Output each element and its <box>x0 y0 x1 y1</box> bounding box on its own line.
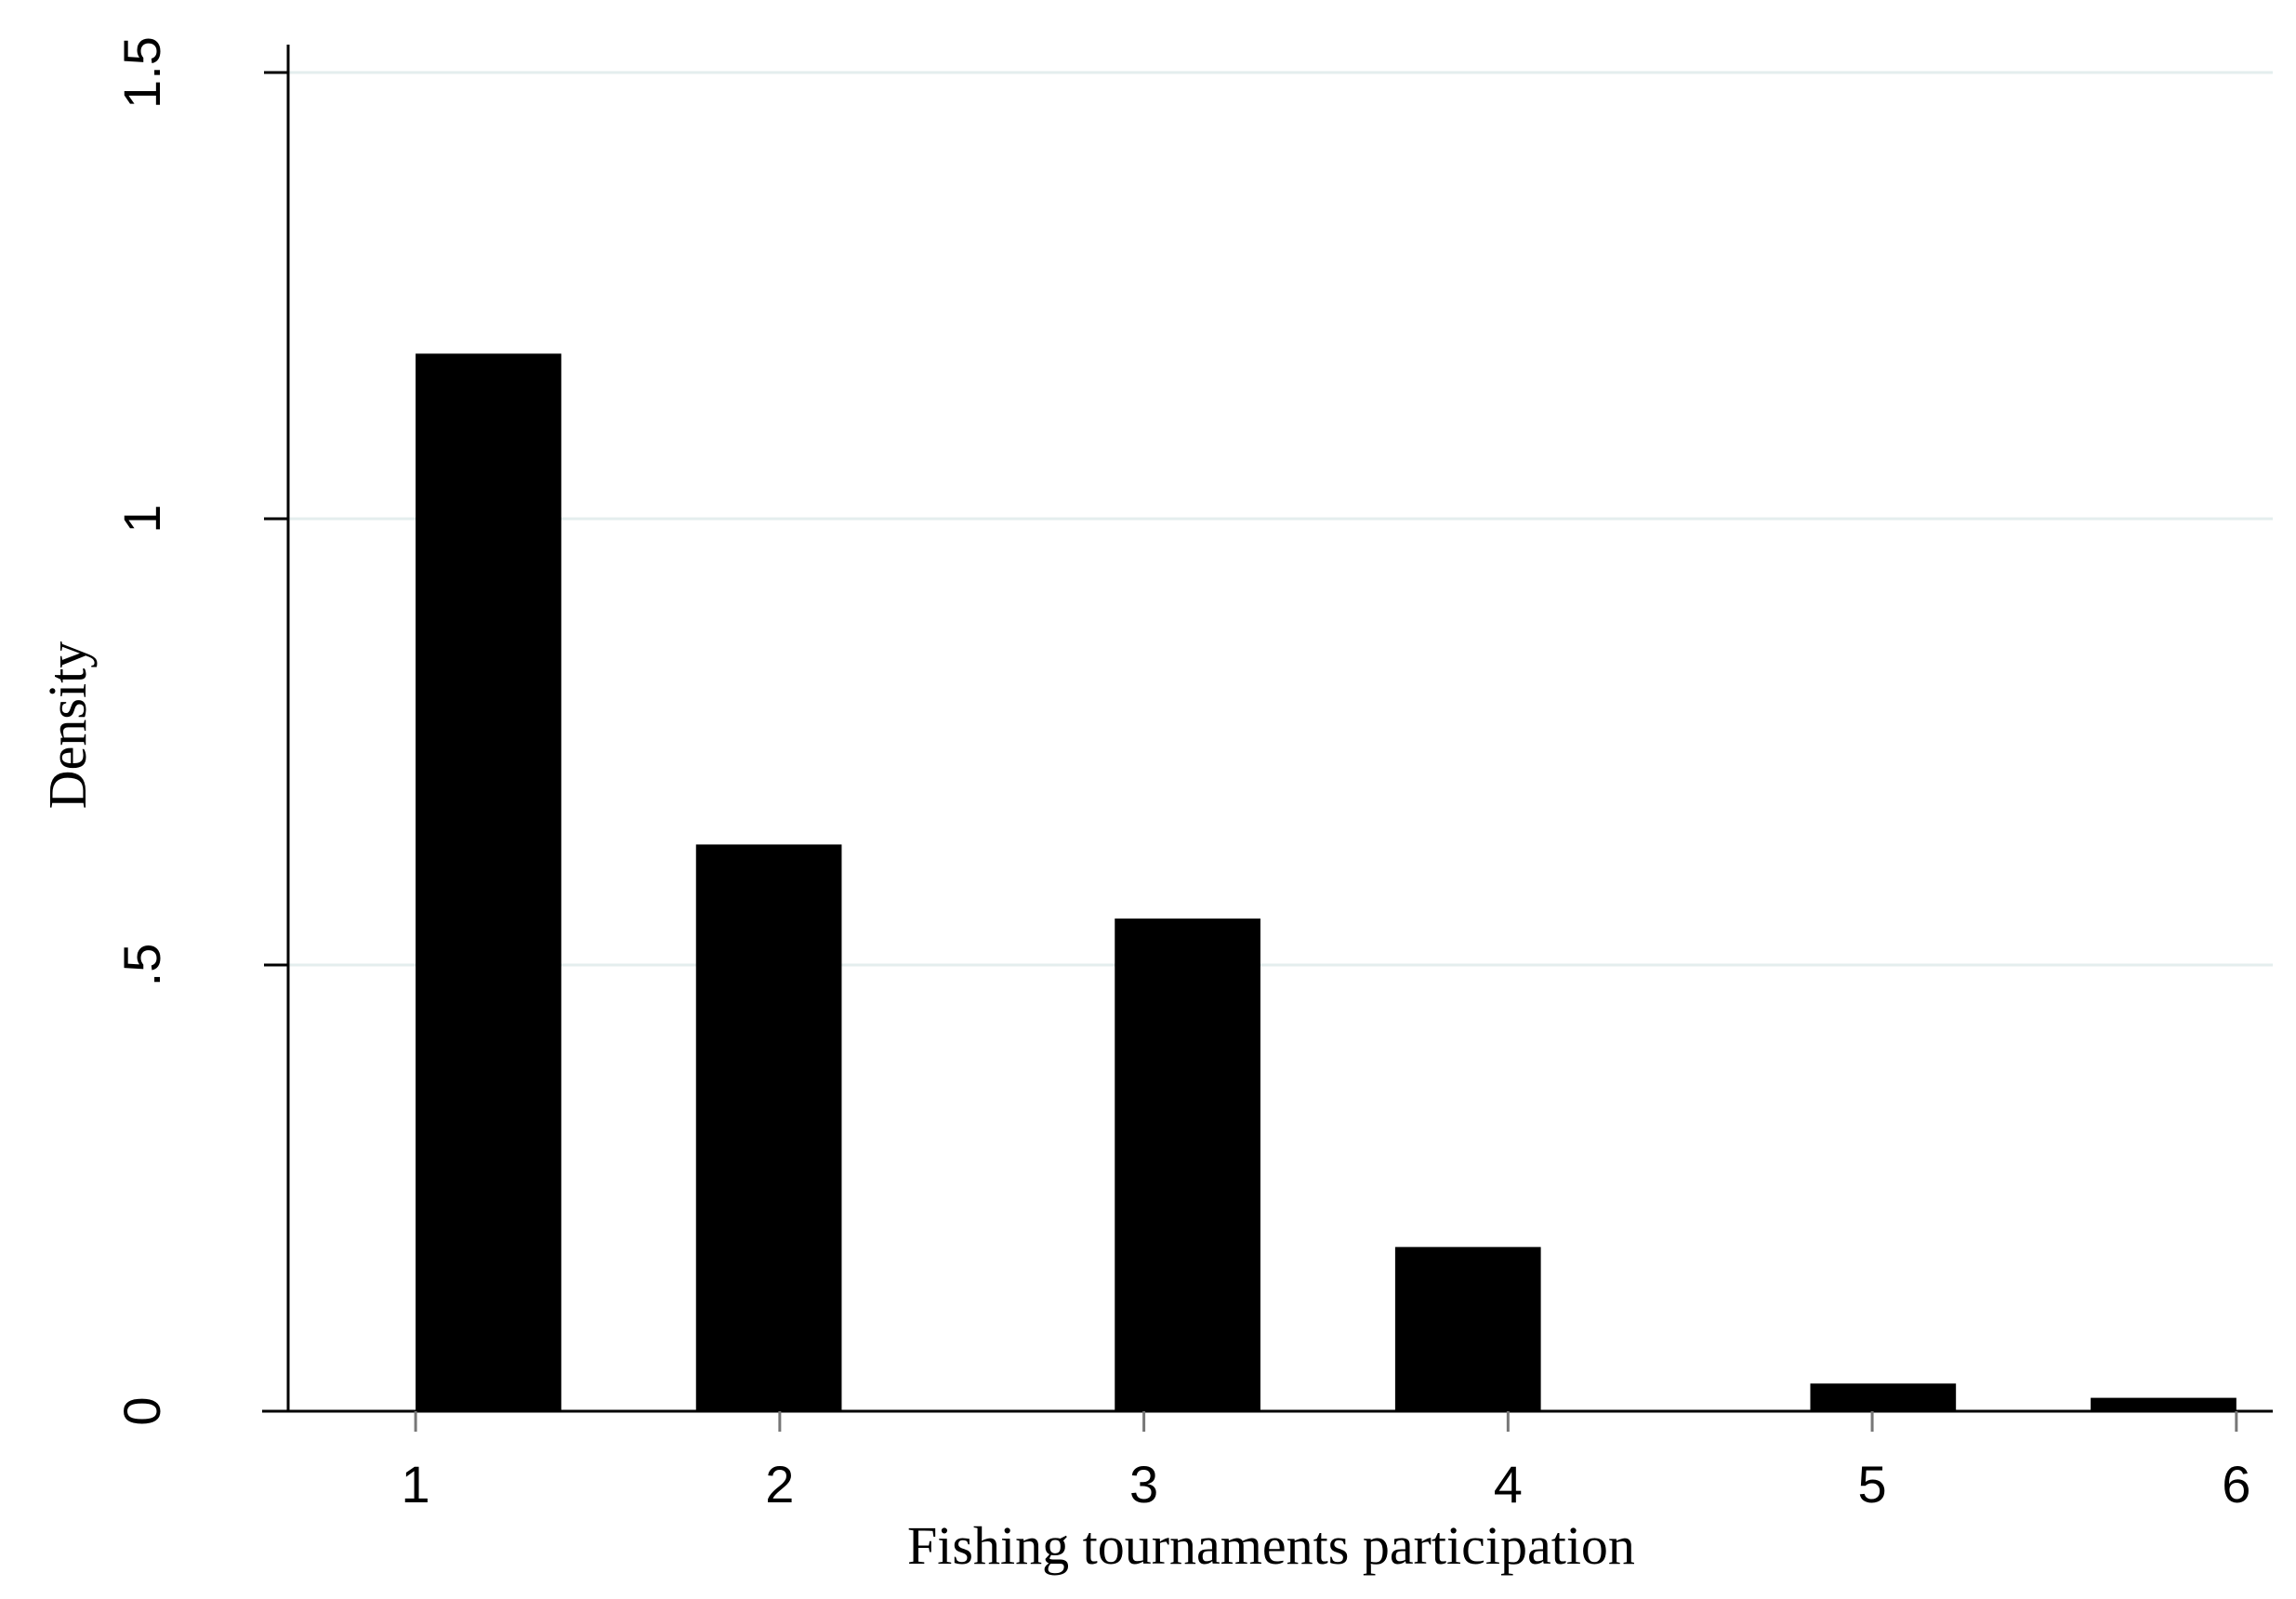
y-tick-label-3: 1.5 <box>112 36 171 109</box>
axes <box>262 45 2273 1413</box>
y-tick-label-2: 1 <box>112 504 171 533</box>
x-tick-label-2: 2 <box>765 1455 794 1513</box>
bar-6 <box>2091 1397 2237 1411</box>
x-axis-ticks: 1 2 3 4 5 6 <box>402 1411 2250 1513</box>
bar-2 <box>695 844 842 1411</box>
bar-5 <box>1810 1383 1957 1411</box>
x-tick-label-5: 5 <box>1858 1455 1887 1513</box>
bar-1 <box>416 353 561 1411</box>
y-axis-ticks: 0 .5 1 1.5 <box>112 36 288 1426</box>
x-axis-title: Fishing tournaments participation <box>907 1515 1635 1576</box>
x-tick-label-4: 4 <box>1494 1455 1523 1513</box>
x-tick-label-3: 3 <box>1129 1455 1158 1513</box>
x-tick-label-6: 6 <box>2222 1455 2250 1513</box>
x-tick-label-1: 1 <box>402 1455 430 1513</box>
gridlines <box>288 71 2273 967</box>
bars <box>416 353 2237 1411</box>
y-axis-title: Density <box>37 641 98 809</box>
y-tick-label-1: .5 <box>112 944 171 987</box>
y-tick-label-0: 0 <box>112 1396 171 1425</box>
bar-4 <box>1394 1247 1541 1411</box>
bar-3 <box>1115 918 1260 1411</box>
